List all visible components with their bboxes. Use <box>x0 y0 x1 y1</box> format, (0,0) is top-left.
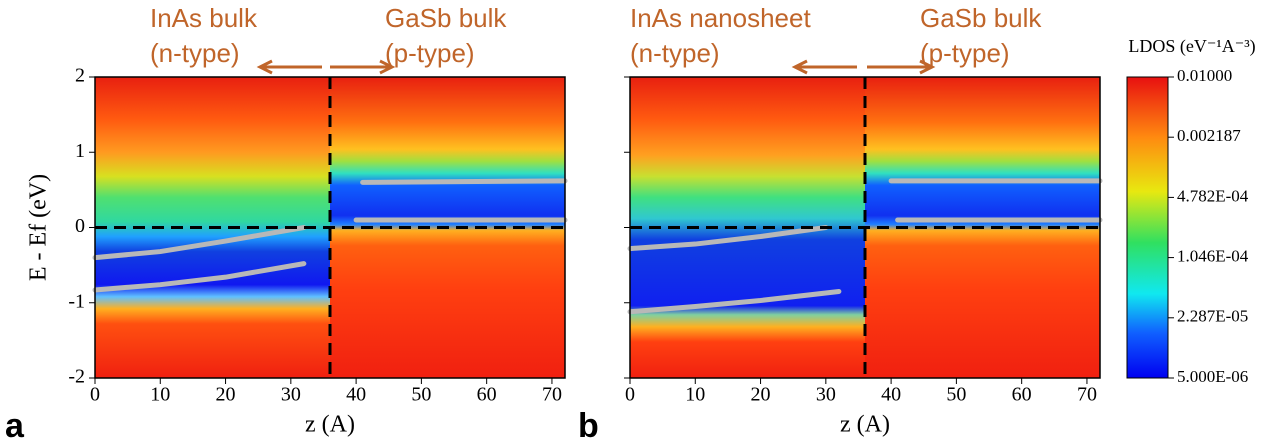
arrow <box>256 59 396 75</box>
panel-label: b <box>578 407 599 445</box>
colorbar-tick-label: 4.782E-04 <box>1177 186 1249 205</box>
x-tick-label: 20 <box>751 384 771 406</box>
annotation: InAs nanosheet <box>630 3 811 33</box>
annotation: (n-type) <box>630 38 720 68</box>
x-axis-label: z (A) <box>305 412 355 438</box>
x-tick-label: 60 <box>477 384 497 406</box>
annotation: (p-type) <box>920 38 1010 68</box>
annotation: InAs bulk <box>150 3 258 33</box>
band-line <box>92 261 307 293</box>
x-tick-label: 20 <box>216 384 236 406</box>
x-tick-label: 0 <box>90 384 100 406</box>
x-tick-label: 0 <box>625 384 635 406</box>
x-tick-label: 60 <box>1012 384 1032 406</box>
band-line <box>627 225 829 252</box>
band-line <box>360 178 568 185</box>
colorbar-tick-label: 0.002187 <box>1177 126 1241 145</box>
y-tick-label: -1 <box>68 290 85 312</box>
panel-label: a <box>5 407 25 445</box>
y-tick-label: 2 <box>75 65 85 87</box>
x-axis-label: z (A) <box>840 412 890 438</box>
x-tick-label: 50 <box>946 384 966 406</box>
colorbar-tick-label: 2.287E-05 <box>1177 307 1248 326</box>
y-tick-label: 0 <box>75 215 85 237</box>
y-axis-label: E - Ef (eV) <box>26 174 52 281</box>
x-tick-label: 30 <box>816 384 836 406</box>
y-tick-label: 1 <box>75 140 85 162</box>
x-tick-label: 40 <box>346 384 366 406</box>
x-tick-label: 30 <box>281 384 301 406</box>
arrow <box>791 59 936 75</box>
x-tick-label: 50 <box>411 384 431 406</box>
colorbar <box>1126 76 1169 379</box>
annotation: GaSb bulk <box>385 3 507 33</box>
x-tick-label: 70 <box>542 384 562 406</box>
colorbar-tick-label: 1.046E-04 <box>1177 246 1249 265</box>
band-line <box>92 225 307 261</box>
colorbar-tick-label: 0.01000 <box>1177 66 1232 85</box>
x-tick-label: 10 <box>150 384 170 406</box>
annotation: (p-type) <box>385 38 475 68</box>
x-tick-label: 10 <box>685 384 705 406</box>
colorbar-title: LDOS (eV⁻¹A⁻³) <box>1128 36 1255 57</box>
y-tick-label: -2 <box>68 366 85 388</box>
x-tick-label: 40 <box>881 384 901 406</box>
annotation: GaSb bulk <box>920 3 1042 33</box>
colorbar-tick-label: 5.000E-06 <box>1177 367 1248 386</box>
x-tick-label: 70 <box>1077 384 1097 406</box>
band-line <box>627 288 842 315</box>
annotation: (n-type) <box>150 38 240 68</box>
